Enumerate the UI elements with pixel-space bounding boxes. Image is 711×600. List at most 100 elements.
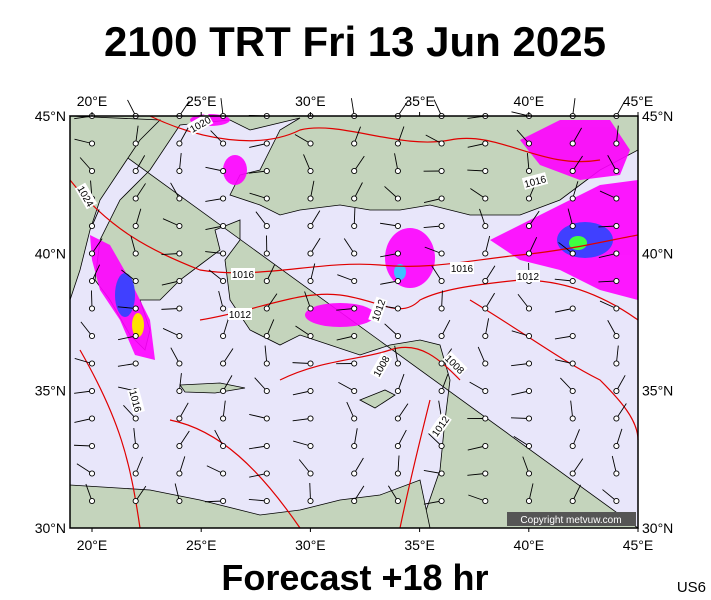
barb-station [525, 387, 533, 395]
lat-label: 45°N [35, 108, 66, 124]
barb-station [525, 167, 533, 175]
lon-label: 30°E [295, 93, 326, 109]
map-frame [69, 115, 639, 529]
isobar [469, 299, 639, 441]
barb-station [132, 305, 139, 312]
isobar [149, 115, 601, 163]
barb-station [569, 195, 576, 202]
barb-station [263, 470, 270, 477]
barb-station [438, 360, 445, 367]
barb-station [482, 442, 489, 450]
barb-station [132, 167, 139, 175]
barb-station [394, 360, 401, 367]
barb-station [220, 305, 227, 312]
barb-station [438, 497, 445, 505]
barb-station [569, 497, 576, 505]
barb-station [307, 250, 314, 257]
barb-station [569, 167, 576, 175]
barb-station [394, 387, 401, 395]
lon-label: 20°E [77, 93, 108, 109]
copyright: Copyright metvuw.com [520, 515, 621, 526]
rain-area [385, 228, 435, 288]
barb-station [351, 277, 358, 285]
barb-station [176, 277, 183, 285]
barb-station [263, 497, 270, 505]
lon-label: 45°E [623, 537, 654, 553]
lon-label: 30°E [295, 537, 326, 553]
barb-station [220, 250, 227, 257]
barb-station [613, 442, 620, 450]
barb-station [132, 497, 139, 505]
barb-station [394, 277, 401, 285]
barb-station [525, 195, 533, 202]
barb-station [263, 222, 270, 230]
barb-station [525, 250, 533, 257]
barb-station [307, 277, 314, 285]
barb-station [438, 222, 445, 230]
barb-station [220, 222, 227, 230]
barb-station [525, 470, 533, 477]
axes: 20°E 20°E 25°E 25°E 30°E 30°E 35°E 35°E 40°E 40°E… [35, 93, 674, 553]
barb-station [438, 442, 445, 450]
barb-station [351, 305, 358, 312]
barb-station [394, 470, 401, 477]
lon-label: 45°E [623, 93, 654, 109]
barb-station [394, 250, 401, 257]
barb-station [220, 470, 227, 477]
barb-station [438, 140, 445, 147]
lat-label: 35°N [642, 383, 673, 399]
barb-station [569, 387, 576, 395]
barb-station [263, 195, 270, 202]
isobar-label: 1016 [450, 262, 474, 275]
isobar [169, 419, 301, 529]
barb-station [307, 222, 314, 230]
barb-station [176, 497, 183, 505]
barb-station [525, 360, 533, 367]
barb-station [613, 332, 620, 340]
barb-station [394, 222, 401, 230]
land [69, 115, 161, 301]
barb-station [569, 470, 576, 477]
isobar [69, 179, 639, 274]
barb-station [525, 140, 533, 147]
barb-station [307, 387, 314, 395]
isobar [199, 279, 639, 321]
lat-label: 40°N [642, 245, 673, 261]
isobar-label: 1016 [231, 268, 255, 281]
barb-station [351, 387, 358, 395]
barb-station [88, 140, 96, 147]
barb-station [351, 222, 358, 230]
barb-station [613, 167, 620, 175]
barb-station [176, 415, 183, 422]
precipitation-heavy [115, 222, 613, 337]
barb-station [569, 415, 576, 422]
barb-station [176, 332, 183, 340]
barb-station [351, 140, 358, 147]
barb-station [613, 277, 620, 285]
isobar-label-box [186, 112, 214, 136]
barb-station [263, 360, 270, 367]
barb-station [613, 305, 620, 312]
barb-station [525, 442, 533, 450]
barb-station [569, 140, 576, 147]
isobar-label-text: 1016 [232, 270, 255, 281]
rain-core [394, 264, 406, 280]
lat-label: 45°N [642, 108, 673, 124]
barb-station [482, 277, 489, 285]
barb-station [88, 387, 96, 395]
barb-station [613, 140, 620, 147]
lat-label: 35°N [35, 383, 66, 399]
barb-station [220, 195, 227, 202]
lon-label: 20°E [77, 537, 108, 553]
barb-station [394, 195, 401, 202]
barb-station [438, 387, 445, 395]
barb-station [438, 305, 445, 312]
barb-station [88, 497, 96, 505]
barb-station [525, 497, 533, 505]
barb-station [351, 470, 358, 477]
barb-station [569, 277, 576, 285]
forecast-label: Forecast +18 hr [221, 557, 488, 598]
barb-station [263, 277, 270, 285]
barb-station [88, 360, 96, 367]
